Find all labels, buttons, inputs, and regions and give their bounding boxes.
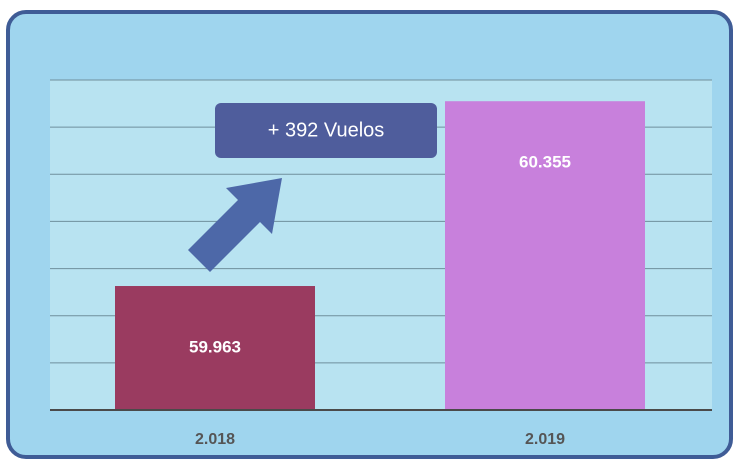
annotation: + 392 Vuelos <box>268 119 385 141</box>
x-tick-label: 2.018 <box>195 431 235 448</box>
value-label: 59.963 <box>189 337 241 356</box>
value-label: 60.355 <box>519 153 571 172</box>
x-tick-label: 2.019 <box>525 431 565 448</box>
bar <box>445 101 645 410</box>
bars: 59.963 60.355 <box>115 101 645 410</box>
annotation-box <box>215 103 437 158</box>
arrow <box>188 178 282 272</box>
bar <box>115 286 315 410</box>
